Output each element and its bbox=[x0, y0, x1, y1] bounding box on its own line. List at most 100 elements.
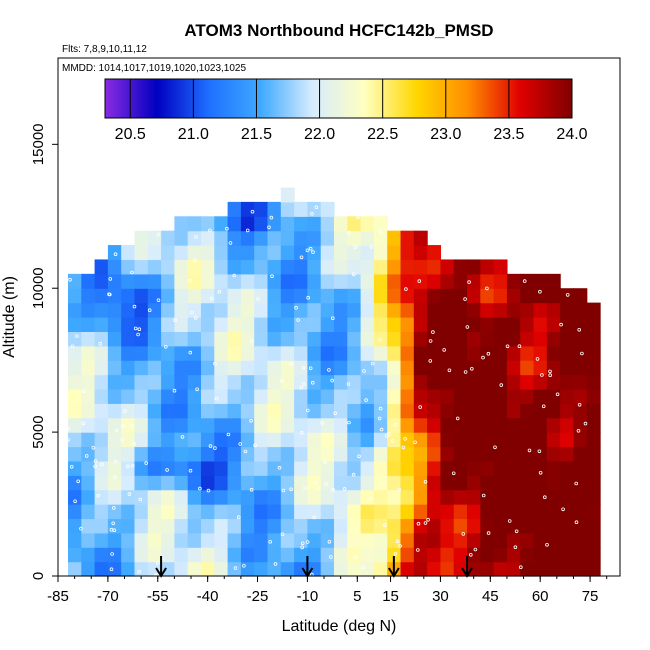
sample-point bbox=[486, 531, 491, 535]
heatmap-cell bbox=[440, 273, 455, 289]
heatmap-cell bbox=[573, 403, 588, 419]
sample-point bbox=[147, 308, 152, 313]
heatmap-cell bbox=[480, 374, 495, 390]
heatmap-cell bbox=[200, 403, 215, 419]
heatmap-cell bbox=[400, 432, 415, 448]
sample-point bbox=[328, 555, 333, 559]
sample-point bbox=[418, 405, 423, 409]
heatmap-cell bbox=[254, 547, 269, 563]
sample-point bbox=[580, 351, 584, 356]
heatmap-cell bbox=[227, 475, 242, 491]
heatmap-cell bbox=[413, 302, 428, 318]
sample-point bbox=[353, 245, 358, 249]
sample-point bbox=[156, 298, 161, 303]
heatmap-cell bbox=[294, 417, 309, 433]
heatmap-cell bbox=[413, 518, 428, 534]
heatmap-cell bbox=[121, 504, 136, 520]
heatmap-cell bbox=[520, 273, 535, 289]
sample-point bbox=[289, 362, 293, 366]
sample-point bbox=[193, 316, 198, 320]
sample-point bbox=[250, 209, 255, 214]
heatmap-cell bbox=[546, 475, 561, 491]
colorbar-tick-label: 22.0 bbox=[304, 126, 335, 143]
y-tick-label: 15000 bbox=[30, 123, 47, 165]
heatmap-cell bbox=[147, 388, 162, 404]
heatmap-cell bbox=[334, 417, 348, 433]
heatmap-cell bbox=[187, 317, 202, 332]
sample-point bbox=[527, 448, 532, 453]
heatmap-cell bbox=[134, 374, 149, 390]
heatmap-cell bbox=[573, 302, 588, 318]
heatmap-cell bbox=[360, 432, 375, 448]
heatmap-cell bbox=[480, 288, 495, 304]
heatmap-cell bbox=[467, 345, 481, 361]
heatmap-cell bbox=[360, 460, 375, 476]
heatmap-cell bbox=[81, 345, 96, 361]
sample-point bbox=[347, 230, 351, 235]
heatmap-cell bbox=[480, 273, 495, 289]
sample-point bbox=[253, 443, 257, 448]
heatmap-cell bbox=[307, 259, 322, 275]
heatmap-cell bbox=[467, 432, 481, 448]
heatmap-cell bbox=[506, 317, 521, 332]
heatmap-cell bbox=[520, 446, 535, 462]
heatmap-cell bbox=[161, 561, 175, 577]
heatmap-cell bbox=[573, 432, 588, 448]
heatmap-cell bbox=[267, 561, 282, 577]
heatmap-cell bbox=[254, 417, 269, 433]
heatmap-cell bbox=[107, 317, 122, 332]
heatmap-cell bbox=[586, 460, 601, 476]
heatmap-cell bbox=[413, 245, 428, 261]
x-tick-label: -70 bbox=[97, 588, 119, 605]
heatmap-cell bbox=[506, 489, 521, 505]
heatmap-cell bbox=[400, 288, 415, 304]
heatmap-cell bbox=[280, 374, 295, 390]
heatmap-cell bbox=[294, 388, 309, 404]
heatmap-cell bbox=[480, 532, 495, 548]
heatmap-cell bbox=[480, 360, 495, 376]
heatmap-cell bbox=[373, 460, 388, 476]
heatmap-cell bbox=[254, 504, 269, 520]
heatmap-cell bbox=[67, 360, 82, 376]
heatmap-cell bbox=[134, 446, 149, 462]
heatmap-cell bbox=[254, 374, 269, 390]
heatmap-cell bbox=[467, 331, 481, 347]
heatmap-cell bbox=[506, 460, 521, 476]
heatmap-cell bbox=[573, 518, 588, 534]
heatmap-cell bbox=[334, 446, 348, 462]
heatmap-cell bbox=[560, 345, 575, 361]
heatmap-cell bbox=[134, 489, 149, 505]
heatmap-cell bbox=[400, 302, 415, 318]
heatmap-cell bbox=[147, 345, 162, 361]
heatmap-cell bbox=[254, 259, 269, 275]
heatmap-cell bbox=[147, 259, 162, 275]
heatmap-cell bbox=[280, 345, 295, 361]
heatmap-cell bbox=[387, 331, 402, 347]
heatmap-cell bbox=[387, 345, 402, 361]
heatmap-cell bbox=[94, 460, 109, 476]
heatmap-cell bbox=[467, 446, 481, 462]
sample-point bbox=[188, 350, 193, 355]
heatmap-cell bbox=[294, 432, 309, 448]
heatmap-cell bbox=[174, 446, 189, 462]
sample-point bbox=[120, 437, 124, 442]
sample-point bbox=[379, 427, 384, 432]
heatmap-cell bbox=[254, 245, 269, 261]
heatmap-cell bbox=[280, 489, 295, 505]
heatmap-cell bbox=[214, 360, 229, 376]
sample-point bbox=[386, 432, 391, 436]
heatmap-cell bbox=[413, 504, 428, 520]
heatmap-cell bbox=[360, 532, 375, 548]
heatmap-cell bbox=[586, 417, 601, 433]
heatmap-cell bbox=[533, 360, 548, 376]
heatmap-cell bbox=[200, 489, 215, 505]
heatmap-cell bbox=[373, 547, 388, 563]
heatmap-cell bbox=[67, 273, 82, 289]
sample-point bbox=[577, 327, 581, 332]
heatmap-cell bbox=[520, 489, 535, 505]
heatmap-cell bbox=[560, 288, 575, 304]
heatmap-cell bbox=[174, 230, 189, 246]
heatmap-cell bbox=[427, 273, 442, 289]
heatmap-cell bbox=[334, 331, 348, 347]
heatmap-cell bbox=[134, 345, 149, 361]
